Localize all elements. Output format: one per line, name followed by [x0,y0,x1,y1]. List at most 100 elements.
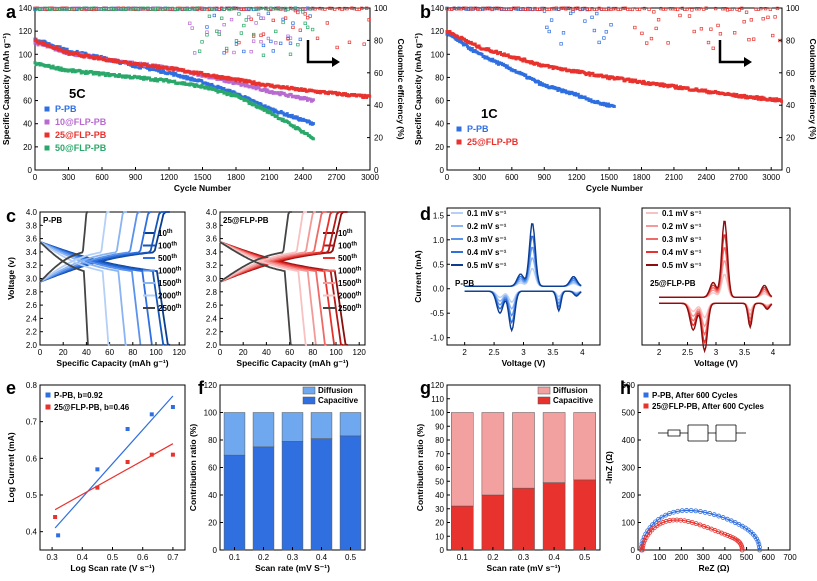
y-tick-label-d1: 1.5 [433,211,445,220]
capacity-marker-purple [263,87,267,91]
capacity-marker-green [199,85,203,89]
ce-marker [604,30,608,34]
y-tick-label-g: 80 [435,436,444,445]
discharge-curve-2500 [39,241,89,345]
capacity-marker-blue [545,83,549,87]
data-point-red [53,515,58,519]
legend-label: P-PB [467,124,489,134]
capacity-marker-green [37,61,41,65]
capacity-marker-blue [496,60,500,64]
capacity-marker-green [281,117,285,121]
y-tick-label-c2: 2.6 [206,301,218,310]
capacity-marker-green [142,77,146,81]
bar-diffusion-0.4 [542,412,566,483]
y-tick-label-g: 0 [440,546,445,555]
capacity-marker-red [82,55,86,59]
x-tick-label-d2: 3.5 [739,348,751,357]
impedance-point-red [660,520,666,525]
y-tick-label-c2: 2.0 [206,341,218,350]
x-tick-label-c2: 40 [262,348,271,357]
capacity-marker-purple [270,90,274,94]
x-tick-label-c1: 60 [105,348,114,357]
capacity-marker-red [546,63,550,67]
x-tick-label-a: 1500 [194,173,212,182]
capacity-marker-red [744,96,748,100]
bar-diffusion-0.3 [512,412,535,489]
capacity-marker-green [69,68,73,72]
ce-marker [549,18,554,22]
x-tick-label-a: 600 [95,173,109,182]
capacity-marker-red [658,84,662,88]
x-tick-label-a: 2400 [294,173,312,182]
ce-marker [345,7,349,11]
capacity-marker-green [292,124,296,128]
capacity-marker-blue [210,82,214,86]
capacity-marker-blue [307,120,311,124]
ce-marker [640,31,644,36]
ce-marker [229,17,234,22]
ce-marker [271,18,275,23]
capacity-marker-blue [612,104,616,108]
bar-diffusion-0.5 [339,412,362,437]
ce-marker [205,25,209,29]
capacity-marker-green [261,107,265,111]
legend-label: 500th [338,254,357,263]
ce-marker [561,31,566,35]
capacity-marker-blue [58,45,62,49]
capacity-marker-purple [230,80,234,84]
capacity-marker-red [299,87,303,91]
x-tick-label-c1: 80 [128,348,137,357]
x-tick-label-c2: 120 [353,348,367,357]
x-tick-label-d2: 2.5 [682,348,694,357]
capacity-marker-purple [278,93,282,97]
y-tick-label-b: 100 [431,50,445,59]
ce-marker [188,21,192,25]
capacity-marker-red [326,92,330,96]
ce-marker [718,32,723,36]
x-tick-label-g: 0.3 [518,553,530,562]
legend-label: 1500th [158,279,182,288]
y-tick-label-g: 120 [431,381,445,390]
y-tick-label-d1: 1.0 [433,236,445,245]
x-tick-label-d1: 2 [462,348,467,357]
discharge-curve-2500 [219,241,293,346]
sample-note-d2: 25@FLP-PB [650,279,696,288]
x-tick-label-h: 300 [696,553,710,562]
capacity-marker-red [487,47,491,51]
data-point-blue [56,533,61,538]
x-tick-label-f: 0.4 [316,553,328,562]
y-tick-label-e: 0.8 [26,381,38,390]
capacity-marker-red [336,93,340,97]
y-tick-label-d1: 0.5 [433,260,445,269]
capacity-marker-red [760,95,764,99]
legend-marker [45,404,51,410]
capacity-marker-purple [224,80,228,84]
y2-axis-label-a: Coulombic efficiency (%) [396,38,406,139]
note-bg [42,214,66,225]
capacity-marker-red [662,84,666,88]
capacity-marker-red [360,93,364,97]
capacity-marker-green [257,104,261,108]
capacity-marker-red [165,65,169,69]
ce-marker [759,6,763,11]
capacity-marker-red [102,56,106,60]
cv-cathodic-2 [464,290,582,317]
arrow-head-icon [744,57,752,67]
capacity-marker-red [605,74,609,78]
capacity-marker-blue [604,102,608,106]
x-tick-label-a: 900 [129,173,143,182]
ce-marker [222,7,226,12]
bar-diffusion-0.4 [310,412,333,439]
legend-label: 10th [338,229,353,238]
capacity-marker-red [97,55,101,59]
capacity-marker-green [51,64,55,68]
x-tick-label-h: 200 [675,553,689,562]
fit-line-red [54,443,174,511]
capacity-marker-green [305,132,309,136]
ce-marker [315,36,320,40]
ce-marker [266,11,271,16]
ce-marker [362,42,366,46]
capacity-marker-red [535,61,539,65]
capacity-marker-blue [564,89,568,93]
capacity-marker-red [227,76,231,80]
